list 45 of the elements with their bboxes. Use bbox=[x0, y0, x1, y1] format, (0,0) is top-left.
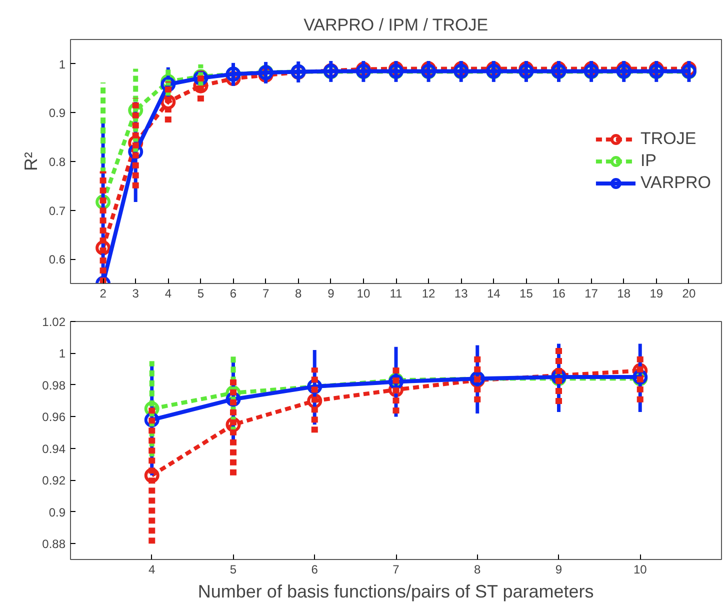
y-tick-label: 0.8 bbox=[48, 155, 66, 169]
x-tick-label: 10 bbox=[633, 562, 648, 576]
x-tick-label: 10 bbox=[356, 286, 370, 300]
y-tick-label: 0.98 bbox=[42, 378, 66, 392]
legend-label: VARPRO bbox=[640, 173, 711, 193]
x-tick-label: 17 bbox=[584, 286, 598, 300]
x-tick-label: 5 bbox=[197, 286, 204, 300]
x-tick-label: 6 bbox=[230, 286, 237, 300]
y-tick-label: 0.92 bbox=[42, 474, 66, 488]
x-tick-label: 5 bbox=[230, 562, 237, 576]
chart-title: VARPRO / IPM / TROJE bbox=[304, 16, 488, 34]
x-tick-label: 12 bbox=[422, 286, 436, 300]
y-tick-label: 1 bbox=[58, 346, 66, 361]
y-tick-label: 0.6 bbox=[48, 252, 66, 267]
y-tick-label: 0.7 bbox=[48, 204, 66, 218]
x-tick-label: 4 bbox=[164, 286, 172, 300]
x-tick-label: 11 bbox=[390, 286, 403, 300]
x-tick-label: 15 bbox=[520, 286, 534, 300]
x-tick-label: 7 bbox=[262, 286, 270, 300]
x-tick-label: 20 bbox=[682, 286, 696, 300]
x-tick-label: 9 bbox=[328, 286, 335, 300]
y-axis-title: R² bbox=[20, 152, 41, 171]
x-tick-label: 6 bbox=[311, 562, 318, 576]
x-axis-title: Number of basis functions/pairs of ST parameters bbox=[198, 582, 594, 602]
legend-label: IP bbox=[640, 151, 658, 171]
x-tick-label: 8 bbox=[474, 562, 482, 576]
x-tick-label: 7 bbox=[392, 562, 400, 576]
legend-label: TROJE bbox=[640, 129, 696, 149]
y-tick-label: 1.02 bbox=[42, 315, 66, 329]
x-tick-label: 14 bbox=[486, 286, 501, 300]
x-tick-label: 3 bbox=[132, 286, 140, 300]
x-tick-label: 2 bbox=[100, 286, 107, 300]
x-tick-label: 8 bbox=[295, 286, 302, 300]
x-tick-label: 13 bbox=[454, 286, 468, 300]
x-tick-label: 9 bbox=[555, 562, 562, 576]
y-tick-label: 0.94 bbox=[42, 442, 66, 456]
y-tick-label: 0.96 bbox=[42, 410, 66, 424]
y-tick-label: 0.9 bbox=[48, 505, 66, 520]
y-tick-label: 0.9 bbox=[48, 106, 66, 120]
x-tick-label: 16 bbox=[552, 286, 566, 300]
y-tick-label: 0.88 bbox=[42, 537, 66, 552]
x-tick-label: 18 bbox=[617, 286, 631, 300]
x-tick-label: 19 bbox=[650, 286, 664, 300]
x-tick-label: 4 bbox=[148, 562, 156, 576]
y-tick-label: 1 bbox=[58, 57, 66, 72]
